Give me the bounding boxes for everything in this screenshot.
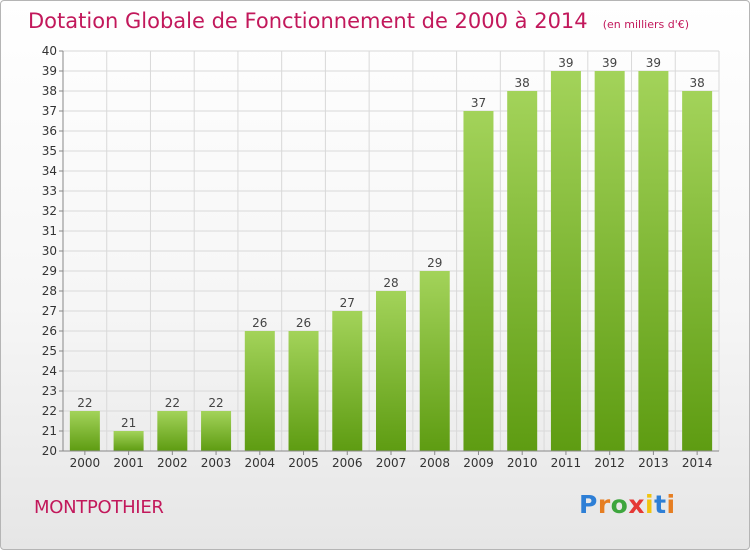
x-tick-label: 2008	[419, 456, 450, 470]
y-tick-label: 39	[42, 64, 57, 78]
data-label: 38	[689, 76, 704, 90]
bar-2013	[638, 71, 669, 451]
bar-2001	[113, 431, 144, 451]
y-tick-label: 31	[42, 224, 57, 238]
data-label: 22	[165, 396, 180, 410]
logo-letter: o	[610, 490, 629, 519]
data-label: 27	[340, 296, 355, 310]
logo-letter: r	[597, 490, 611, 519]
bar-2006	[332, 311, 363, 451]
data-labels: 22 21 22 22 26 26 27 28 29 37 38 39 39 39 38	[77, 56, 705, 430]
y-tick-label: 21	[42, 424, 57, 438]
bar-2000	[69, 411, 100, 451]
bar-2008	[419, 271, 450, 451]
y-tick-label: 37	[42, 104, 57, 118]
logo-letter: i	[666, 490, 676, 519]
x-tick-label: 2007	[376, 456, 407, 470]
bar-2004	[244, 331, 275, 451]
data-label: 38	[515, 76, 530, 90]
logo-letter: t	[654, 490, 667, 519]
x-tick-label: 2012	[594, 456, 625, 470]
y-tick-label: 38	[42, 84, 57, 98]
y-tick-label: 23	[42, 384, 57, 398]
y-tick-label: 35	[42, 144, 57, 158]
axes: 20 21 22 23 24 25 26 27 28 29 30 31 32 33 34 35 36 37 38 39…	[42, 44, 719, 470]
x-tick-label: 2002	[157, 456, 188, 470]
bar-2002	[157, 411, 188, 451]
data-label: 28	[383, 276, 398, 290]
y-tick-label: 26	[42, 324, 57, 338]
x-tick-label: 2004	[245, 456, 276, 470]
x-tick-label: 2014	[682, 456, 713, 470]
x-tick-label: 2005	[288, 456, 319, 470]
proxiti-logo[interactable]: Proxiti	[579, 490, 676, 519]
y-tick-label: 24	[42, 364, 57, 378]
x-tick-label: 2009	[463, 456, 494, 470]
bar-2010	[507, 91, 538, 451]
y-tick-label: 36	[42, 124, 57, 138]
data-label: 22	[208, 396, 223, 410]
bar-2003	[201, 411, 232, 451]
data-label: 37	[471, 96, 486, 110]
bar-2005	[288, 331, 319, 451]
bars	[69, 71, 713, 451]
y-tick-label: 27	[42, 304, 57, 318]
commune-name: MONTPOTHIER	[34, 497, 164, 518]
y-tick-label: 29	[42, 264, 57, 278]
data-label: 39	[602, 56, 617, 70]
x-tick-label: 2006	[332, 456, 363, 470]
data-label: 39	[558, 56, 573, 70]
data-label: 21	[121, 416, 136, 430]
x-tick-label: 2001	[113, 456, 144, 470]
data-label: 39	[646, 56, 661, 70]
y-tick-label: 32	[42, 204, 57, 218]
y-tick-label: 33	[42, 184, 57, 198]
bar-2014	[682, 91, 713, 451]
logo-letter: P	[579, 490, 598, 519]
y-tick-label: 20	[42, 444, 57, 458]
bar-2011	[550, 71, 581, 451]
y-tick-label: 25	[42, 344, 57, 358]
y-tick-label: 22	[42, 404, 57, 418]
data-label: 26	[252, 316, 267, 330]
x-tick-label: 2013	[638, 456, 669, 470]
y-tick-label: 40	[42, 44, 57, 58]
x-tick-label: 2000	[70, 456, 101, 470]
logo-letter: i	[645, 490, 655, 519]
x-tick-label: 2010	[507, 456, 538, 470]
data-label: 29	[427, 256, 442, 270]
title-row: Dotation Globale de Fonctionnement de 20…	[28, 9, 689, 33]
chart-title: Dotation Globale de Fonctionnement de 20…	[28, 9, 588, 33]
y-tick-label: 34	[42, 164, 57, 178]
data-label: 26	[296, 316, 311, 330]
bar-2007	[376, 291, 406, 451]
x-tick-label: 2003	[201, 456, 232, 470]
bar-2009	[463, 111, 494, 451]
x-tick-label: 2011	[551, 456, 582, 470]
bar-2012	[594, 71, 625, 451]
logo-letter: x	[628, 490, 645, 519]
data-label: 22	[77, 396, 92, 410]
chart-subtitle: (en milliers d'€)	[602, 18, 690, 31]
y-tick-label: 28	[42, 284, 57, 298]
y-tick-label: 30	[42, 244, 57, 258]
